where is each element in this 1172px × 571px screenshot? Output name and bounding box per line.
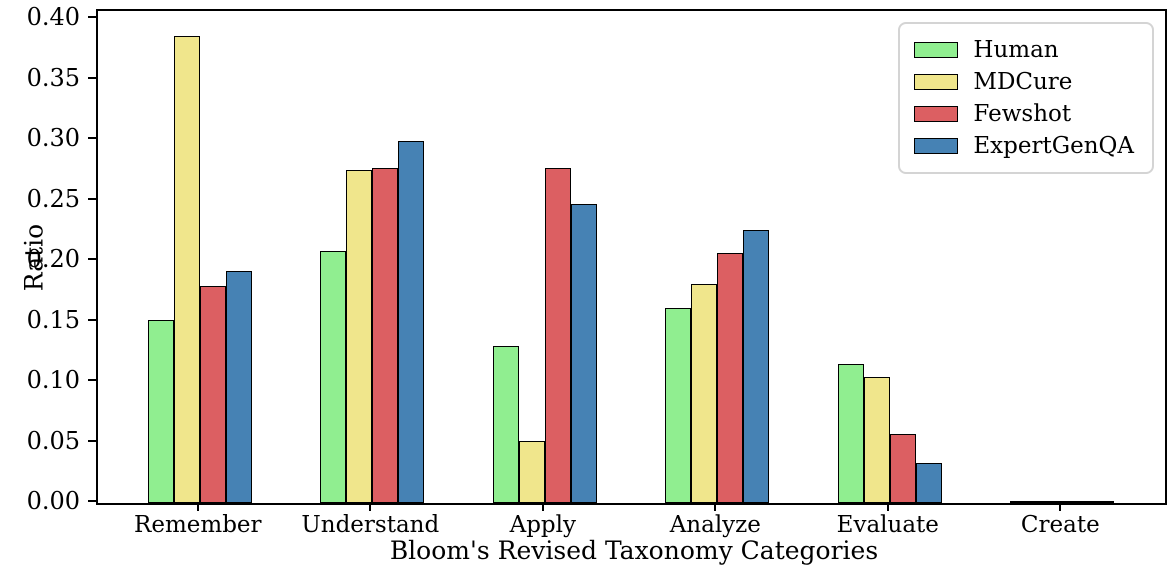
bar-mdcure-analyze [691, 284, 718, 503]
x-axis-label: Bloom's Revised Taxonomy Categories [389, 536, 879, 565]
legend-swatch-expertgenqa [914, 138, 959, 154]
y-tick-mark [88, 318, 96, 321]
x-tick-mark [369, 503, 372, 511]
legend-swatch-fewshot [914, 106, 959, 122]
y-tick-mark [88, 197, 96, 200]
y-tick-label: 0.20 [26, 245, 80, 273]
bar-human-analyze [665, 308, 692, 503]
y-axis-label: Ratio [19, 223, 49, 292]
y-tick-label: 0.15 [26, 305, 80, 334]
bar-fewshot-create [1062, 501, 1089, 503]
y-tick-label: 0.25 [26, 184, 80, 213]
bar-human-understand [320, 251, 347, 503]
y-tick-mark [88, 258, 96, 260]
bar-human-create [1010, 501, 1037, 503]
y-tick-label: 0.30 [26, 124, 80, 152]
legend-swatch-mdcure [914, 74, 959, 90]
y-tick-mark [88, 137, 96, 139]
bar-expertgenqa-create [1088, 501, 1115, 503]
legend-swatch-human [914, 42, 959, 58]
legend-entry-expertgenqa: ExpertGenQA [914, 130, 1134, 162]
bar-expertgenqa-understand [398, 141, 425, 503]
plot-area: Human MDCure Fewshot ExpertGenQA [96, 9, 1167, 505]
legend-label: ExpertGenQA [973, 133, 1134, 159]
bar-expertgenqa-apply [570, 204, 597, 503]
bar-human-evaluate [837, 364, 864, 503]
y-tick-mark [88, 76, 96, 79]
x-tick-label: Apply [509, 512, 576, 538]
x-tick-mark [1059, 503, 1062, 511]
y-tick-label: 0.35 [26, 63, 80, 92]
bar-expertgenqa-remember [225, 271, 252, 503]
x-tick-mark [714, 503, 717, 511]
x-tick-mark [886, 503, 889, 511]
x-tick-label: Evaluate [836, 512, 939, 538]
bar-fewshot-analyze [717, 253, 744, 503]
legend: Human MDCure Fewshot ExpertGenQA [898, 22, 1154, 174]
x-tick-label: Analyze [669, 512, 761, 538]
x-tick-label: Create [1020, 512, 1100, 538]
bar-expertgenqa-analyze [743, 230, 770, 503]
bar-fewshot-apply [544, 168, 571, 503]
y-tick-label: 0.10 [26, 366, 80, 394]
bar-mdcure-evaluate [863, 377, 890, 503]
bar-human-remember [147, 320, 174, 503]
legend-label: Human [973, 37, 1059, 63]
legend-entry-human: Human [914, 34, 1134, 66]
y-tick-mark [88, 16, 96, 18]
bar-mdcure-understand [346, 170, 373, 503]
legend-label: MDCure [973, 69, 1073, 95]
y-tick-mark [88, 500, 96, 502]
legend-label: Fewshot [973, 101, 1072, 127]
x-tick-mark [541, 503, 544, 511]
legend-entry-mdcure: MDCure [914, 66, 1134, 98]
x-tick-mark [196, 503, 199, 511]
y-tick-label: 0.40 [26, 3, 80, 31]
y-tick-label: 0.05 [26, 426, 80, 455]
x-tick-label: Understand [301, 512, 440, 538]
bar-expertgenqa-evaluate [915, 463, 942, 503]
x-axis-label-wrap: Bloom's Revised Taxonomy Categories [0, 536, 1172, 565]
x-tick-label: Remember [134, 512, 262, 538]
bar-fewshot-understand [372, 168, 399, 503]
bar-mdcure-apply [518, 441, 545, 503]
bar-mdcure-remember [173, 36, 200, 503]
y-tick-mark [88, 439, 96, 442]
bar-human-apply [492, 346, 519, 503]
bar-fewshot-evaluate [889, 434, 916, 503]
bar-fewshot-remember [199, 286, 226, 503]
bar-mdcure-create [1036, 501, 1063, 503]
y-tick-label: 0.00 [26, 487, 80, 515]
y-tick-mark [88, 379, 96, 381]
legend-entry-fewshot: Fewshot [914, 98, 1134, 130]
